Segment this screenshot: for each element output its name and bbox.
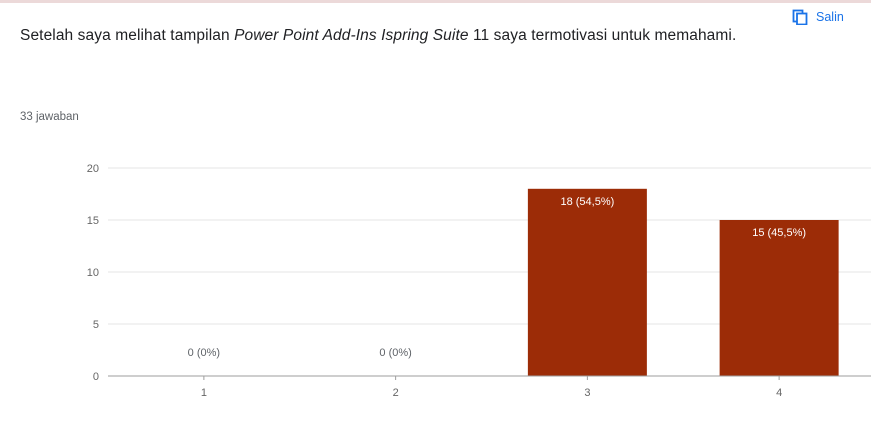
bar[interactable] <box>719 220 839 376</box>
data-label: 18 (54,5%) <box>560 196 614 208</box>
bar[interactable] <box>527 188 647 376</box>
y-tick-label: 20 <box>87 163 99 175</box>
question-text-part2: 11 saya termotivasi untuk memahami. <box>468 27 737 44</box>
x-tick-label: 4 <box>776 387 782 399</box>
copy-button[interactable]: Salin <box>792 6 844 28</box>
question-text-italic: Power Point Add-Ins Ispring Suite <box>234 27 469 44</box>
x-tick-label: 3 <box>584 387 590 399</box>
x-tick-label: 2 <box>393 387 399 399</box>
y-tick-label: 10 <box>87 267 99 279</box>
data-label: 15 (45,5%) <box>752 227 806 239</box>
y-tick-label: 5 <box>93 319 99 331</box>
copy-button-label: Salin <box>816 10 844 24</box>
y-tick-label: 0 <box>93 371 99 383</box>
card-top-edge <box>0 0 871 3</box>
x-tick-label: 1 <box>201 387 207 399</box>
response-count: 33 jawaban <box>20 111 79 123</box>
chart-axis <box>108 375 871 380</box>
copy-icon <box>792 9 808 25</box>
chart-bars <box>527 188 839 376</box>
question-title: Setelah saya melihat tampilan Power Poin… <box>20 25 760 47</box>
y-tick-label: 15 <box>87 215 99 227</box>
data-label: 0 (0%) <box>379 347 411 359</box>
bar-chart: 0 5 10 15 20 1 0 (0%) 2 0 (0%) 3 18 (54,5%) 4 15 (45… <box>87 163 871 399</box>
question-text-part1: Setelah saya melihat tampilan <box>20 27 235 44</box>
chart-labels: 0 5 10 15 20 1 0 (0%) 2 0 (0%) 3 18 (54,5%) 4 15 (45… <box>87 163 806 399</box>
data-label: 0 (0%) <box>188 347 220 359</box>
